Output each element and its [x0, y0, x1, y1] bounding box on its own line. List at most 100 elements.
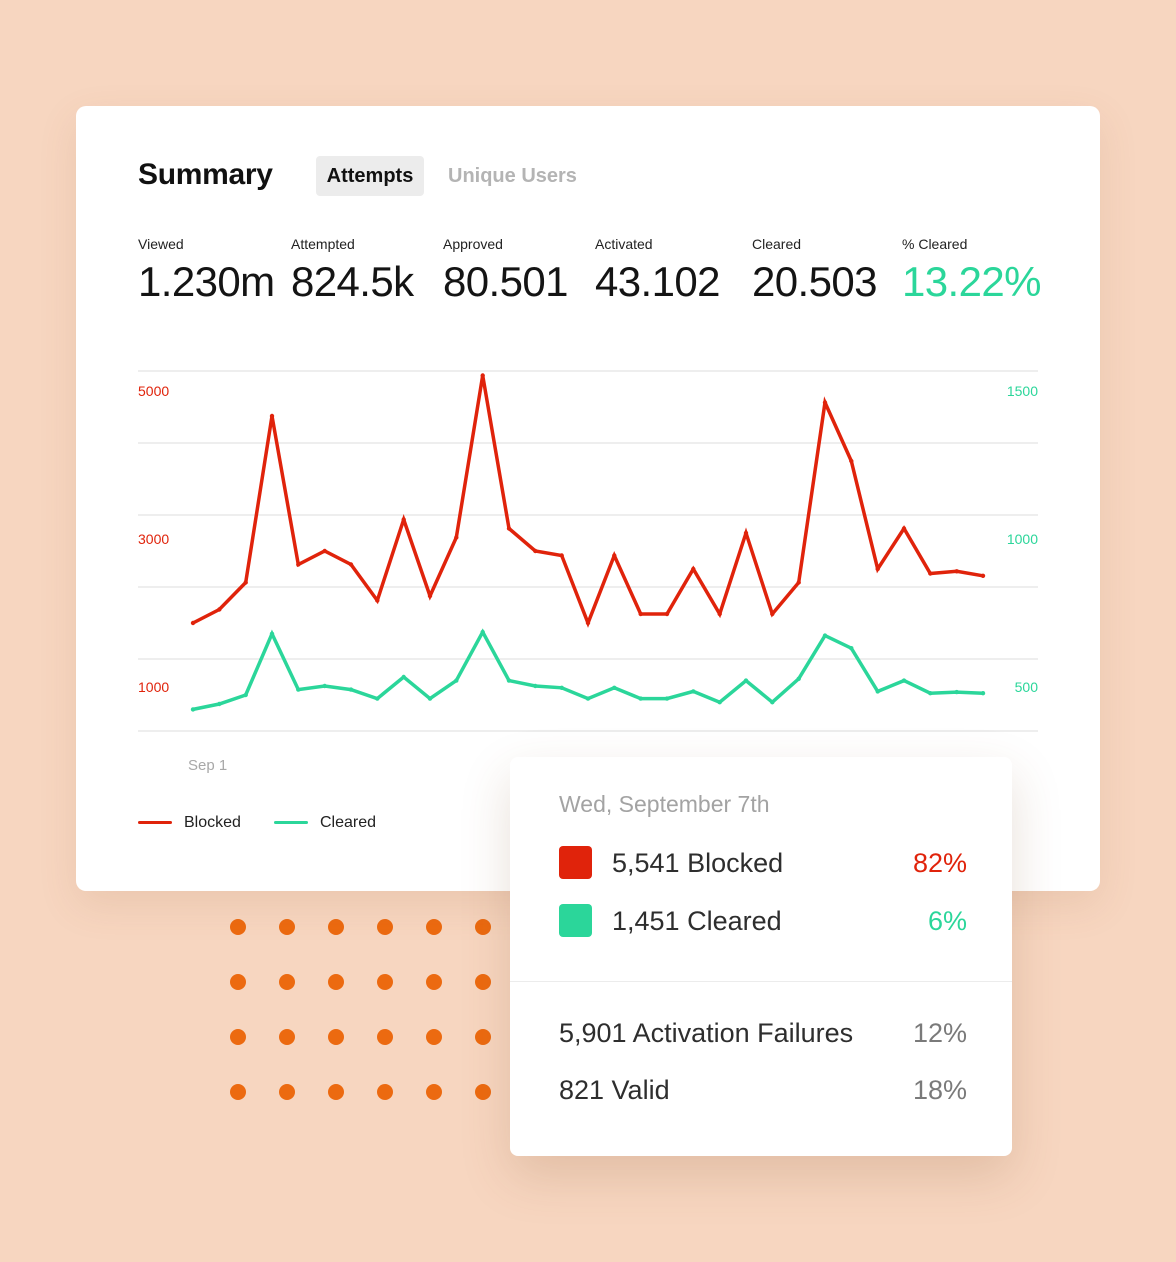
decorative-dot: [279, 974, 295, 990]
data-point-blocked[interactable]: [506, 526, 512, 531]
data-point-blocked[interactable]: [954, 569, 959, 574]
data-point-cleared[interactable]: [638, 696, 643, 701]
stat-label: Viewed: [138, 236, 184, 252]
stat-attempted: Attempted 824.5k: [291, 236, 414, 306]
data-point-blocked[interactable]: [770, 611, 775, 617]
data-point-blocked[interactable]: [480, 373, 485, 378]
cleared-swatch: [559, 904, 592, 937]
data-point-cleared[interactable]: [691, 689, 696, 694]
decorative-dot: [426, 1084, 442, 1100]
data-point-cleared[interactable]: [454, 678, 459, 683]
tooltip-row-label: 1,451 Cleared: [612, 906, 782, 936]
stat-activated: Activated 43.102: [595, 236, 720, 306]
decorative-dot: [377, 1084, 393, 1100]
data-point-blocked[interactable]: [454, 535, 459, 540]
data-point-cleared[interactable]: [322, 683, 327, 689]
data-point-blocked[interactable]: [559, 553, 564, 558]
data-point-blocked[interactable]: [322, 548, 327, 554]
decorative-dot: [279, 1084, 295, 1100]
data-point-blocked[interactable]: [533, 548, 538, 554]
decorative-dot: [279, 1029, 295, 1045]
x-axis-tick-label: Sep 1: [188, 757, 227, 774]
data-point-cleared[interactable]: [269, 631, 275, 636]
tooltip-row-cleared: 1,451 Cleared 6%: [559, 904, 967, 938]
data-point-blocked[interactable]: [638, 611, 643, 617]
data-point-cleared[interactable]: [348, 687, 354, 692]
data-point-blocked[interactable]: [585, 620, 591, 626]
data-point-cleared[interactable]: [375, 696, 380, 701]
decorative-dot: [230, 1084, 246, 1100]
data-point-blocked[interactable]: [348, 562, 354, 567]
data-point-cleared[interactable]: [822, 633, 828, 638]
line-chart[interactable]: 5000 3000 1000 1500 1000 500 Sep 1: [76, 106, 1100, 891]
tooltip-row-label: 5,901 Activation Failures: [559, 1018, 854, 1048]
data-point-blocked[interactable]: [375, 598, 380, 603]
tooltip-row-percent: 6%: [927, 906, 967, 936]
data-point-blocked[interactable]: [717, 611, 722, 617]
data-point-cleared[interactable]: [296, 687, 301, 692]
data-point-blocked[interactable]: [849, 458, 854, 464]
data-point-cleared[interactable]: [480, 629, 485, 635]
decorative-dot: [230, 1029, 246, 1045]
legend-cleared[interactable]: Cleared: [274, 814, 376, 832]
decorative-dot: [475, 1029, 491, 1045]
stat-cleared: Cleared 20.503: [752, 236, 877, 306]
data-point-cleared[interactable]: [427, 696, 433, 701]
data-point-cleared[interactable]: [770, 700, 775, 705]
data-point-cleared[interactable]: [559, 685, 564, 690]
data-point-blocked[interactable]: [822, 400, 828, 405]
tooltip-row-blocked: 5,541 Blocked 82%: [559, 846, 967, 880]
data-point-cleared[interactable]: [928, 691, 933, 696]
data-point-blocked[interactable]: [243, 580, 248, 585]
series-line-blocked[interactable]: [191, 375, 985, 628]
data-point-blocked[interactable]: [796, 580, 801, 585]
data-point-cleared[interactable]: [796, 676, 801, 681]
data-point-blocked[interactable]: [427, 593, 433, 599]
data-point-cleared[interactable]: [585, 696, 591, 701]
data-point-blocked[interactable]: [980, 573, 986, 578]
data-point-blocked[interactable]: [691, 566, 696, 572]
data-point-cleared[interactable]: [190, 707, 196, 712]
data-point-cleared[interactable]: [901, 678, 907, 683]
data-point-cleared[interactable]: [664, 696, 670, 701]
tab-attempts[interactable]: Attempts: [316, 156, 424, 196]
data-point-cleared[interactable]: [743, 678, 749, 683]
stat-value: 80.501: [443, 258, 568, 305]
data-point-blocked[interactable]: [296, 562, 301, 567]
right-axis-tick-label: 500: [1015, 679, 1039, 695]
data-point-blocked[interactable]: [901, 526, 907, 531]
tooltip-date: Wed, September 7th: [559, 791, 770, 817]
data-point-blocked[interactable]: [928, 571, 933, 576]
tooltip-divider: [510, 981, 1012, 982]
data-point-blocked[interactable]: [743, 530, 749, 536]
data-point-cleared[interactable]: [875, 689, 880, 694]
data-point-cleared[interactable]: [243, 692, 248, 698]
data-point-cleared[interactable]: [612, 685, 617, 690]
stat-value: 13.22%: [902, 258, 1041, 305]
data-point-blocked[interactable]: [612, 553, 617, 558]
decorative-dot: [426, 919, 442, 935]
data-point-blocked[interactable]: [190, 620, 196, 626]
tab-unique-users[interactable]: Unique Users: [448, 165, 577, 187]
data-point-cleared[interactable]: [217, 701, 222, 707]
left-axis-tick-label: 5000: [138, 383, 169, 399]
data-point-cleared[interactable]: [980, 691, 986, 696]
decorative-dot: [328, 974, 344, 990]
data-point-blocked[interactable]: [875, 566, 880, 572]
tooltip-row-percent: 18%: [912, 1075, 967, 1105]
data-point-cleared[interactable]: [954, 689, 959, 695]
stat-value: 824.5k: [291, 258, 414, 305]
data-point-cleared[interactable]: [717, 700, 722, 705]
data-point-cleared[interactable]: [533, 683, 538, 689]
data-point-cleared[interactable]: [506, 678, 512, 683]
stat-value: 1.230m: [138, 258, 275, 305]
data-point-blocked[interactable]: [269, 413, 275, 419]
data-point-blocked[interactable]: [664, 611, 670, 617]
data-point-blocked[interactable]: [401, 517, 406, 522]
legend-blocked[interactable]: Blocked: [138, 814, 241, 832]
data-point-blocked[interactable]: [217, 607, 222, 612]
decorative-dot: [279, 919, 295, 935]
data-point-cleared[interactable]: [401, 674, 406, 680]
data-point-cleared[interactable]: [849, 646, 854, 651]
